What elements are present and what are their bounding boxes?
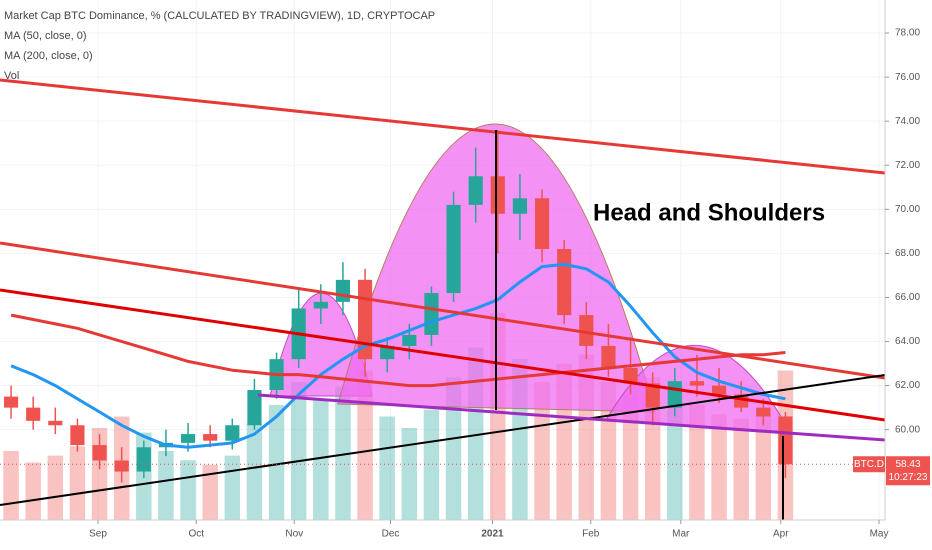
candle-body	[180, 434, 196, 443]
legend-entry: MA (200, close, 0)	[4, 50, 93, 62]
trendline	[0, 78, 886, 175]
candle-body	[689, 381, 705, 386]
volume-bar	[313, 400, 329, 520]
legend-entry: Vol	[4, 70, 19, 82]
line-layer	[10, 262, 786, 449]
volume-bar	[224, 455, 241, 520]
legend-entry: MA (50, close, 0)	[4, 30, 87, 42]
y-tick-label: 62.00	[895, 380, 920, 391]
price-tag	[886, 456, 930, 486]
x-tick-label: Oct	[188, 529, 204, 540]
candle-body	[534, 198, 550, 249]
candle-body	[402, 334, 417, 346]
candle-body	[778, 416, 793, 465]
symbol-label: BTC.D	[854, 459, 884, 470]
candle-body	[114, 460, 129, 472]
volume-bar	[180, 460, 196, 520]
annotation: Head and Shoulders	[593, 199, 825, 226]
volume-layer	[3, 313, 794, 520]
candle-body	[335, 279, 351, 302]
volume-bar	[290, 382, 307, 520]
volume-bar	[25, 462, 41, 520]
y-tick-label: 78.00	[895, 28, 920, 39]
x-tick-label: Dec	[382, 529, 400, 540]
candle-body	[645, 383, 660, 408]
candle-body	[26, 407, 41, 421]
candle-body	[225, 425, 240, 441]
trendline	[0, 374, 886, 506]
candle-body	[3, 396, 19, 408]
trendline	[0, 288, 886, 422]
y-tick-label: 74.00	[895, 116, 920, 127]
volume-bar	[69, 446, 86, 520]
candle-body	[48, 420, 63, 426]
candle-body	[490, 176, 505, 214]
y-tick-label: 76.00	[895, 72, 920, 83]
ma-line	[10, 262, 786, 449]
candle-body	[380, 345, 395, 360]
volume-bar	[622, 393, 639, 520]
volume-bar	[202, 464, 218, 520]
countdown-label: 10:27:23	[889, 472, 928, 483]
volume-bar	[335, 386, 351, 520]
last-price-label: 58.43	[895, 459, 920, 470]
candle-body	[247, 390, 262, 426]
y-tick-label: 64.00	[895, 336, 920, 347]
axis-layer: 60.00 62.00 64.00 66.00 68.00 70.00 72.00 74.00…	[0, 28, 930, 540]
candle-body	[756, 407, 771, 417]
volume-bar	[3, 451, 19, 520]
candle-body	[623, 367, 638, 384]
y-tick-label: 72.00	[895, 160, 920, 171]
x-tick-label: 2021	[481, 529, 504, 540]
candle-body	[203, 434, 218, 441]
y-tick-label: 70.00	[895, 204, 920, 215]
volume-bar	[268, 405, 285, 520]
candle-body	[557, 248, 572, 316]
candle-body	[711, 385, 727, 395]
x-tick-label: Nov	[285, 529, 303, 540]
candle-layer	[3, 130, 793, 483]
volume-bar	[689, 405, 705, 520]
volume-bar	[445, 377, 462, 520]
y-tick-label: 68.00	[895, 248, 920, 259]
volume-bar	[711, 414, 727, 520]
candle-body	[601, 345, 616, 368]
candle-body	[667, 381, 682, 408]
y-tick-label: 60.00	[895, 424, 920, 435]
x-tick-label: Sep	[89, 529, 107, 540]
x-tick-label: Feb	[582, 529, 600, 540]
volume-bar	[423, 409, 440, 520]
x-tick-label: May	[870, 529, 889, 540]
y-tick-label: 66.00	[895, 292, 920, 303]
candle-body	[313, 301, 328, 309]
trendline	[0, 241, 886, 380]
legend-title: Market Cap BTC Dominance, % (CALCULATED …	[4, 10, 435, 22]
volume-bar	[47, 455, 64, 520]
volume-bar	[733, 418, 749, 520]
candle-body	[92, 445, 107, 461]
x-tick-label: Apr	[773, 529, 789, 540]
candle-body	[579, 315, 594, 346]
candle-body	[136, 447, 151, 472]
volume-bar	[158, 451, 174, 520]
volume-bar	[357, 370, 373, 520]
volume-bar	[246, 423, 263, 520]
candle-body	[424, 293, 439, 335]
x-tick-label: Mar	[672, 529, 690, 540]
candle-body	[446, 204, 461, 294]
price-tag	[853, 456, 885, 473]
neckline	[257, 393, 886, 442]
ma-line	[10, 313, 786, 388]
candle-body	[512, 198, 528, 214]
candle-body	[468, 176, 483, 205]
volume-bar	[401, 428, 418, 520]
trendlines	[0, 78, 886, 520]
volume-bar	[755, 409, 772, 520]
volume-bar	[379, 416, 395, 520]
candle-body	[70, 425, 85, 446]
